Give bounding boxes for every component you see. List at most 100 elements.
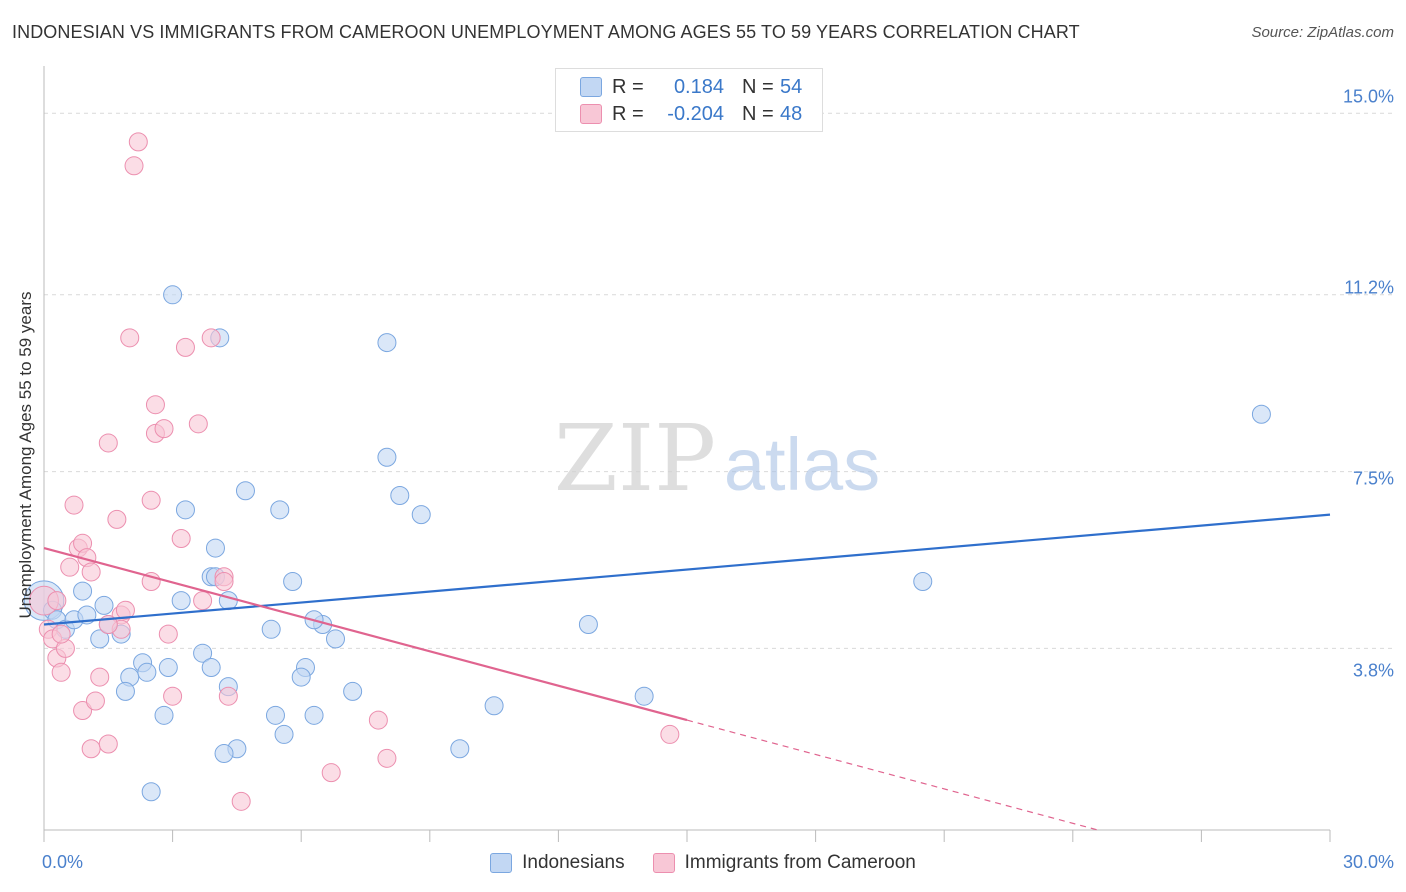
cameroon-point [124,156,144,176]
indonesian-point [94,595,114,615]
legend-item-indonesians[interactable]: Indonesians [490,852,625,874]
indonesian-point [450,739,470,759]
indonesian-point [304,705,324,725]
cameroon-point [51,624,71,644]
indonesian-point [73,581,93,601]
cameroon-point [98,734,118,754]
legend-r-label: R = [612,102,644,125]
indonesian-point [283,572,303,592]
indonesian-point [235,481,255,501]
indonesian-point [193,643,213,663]
cameroon-point [90,667,110,687]
cameroon-point [47,591,67,611]
indonesian-trendline [43,513,1331,626]
indonesian-point [90,629,110,649]
legend-swatch-pink [652,853,675,873]
watermark: ZIP atlas [554,405,880,512]
indonesian-point [270,500,290,520]
cameroon-point [115,600,135,620]
axis-layer [43,66,1331,842]
cameroon-point [98,433,118,453]
watermark-atlas: atlas [724,423,880,506]
cameroon-point [128,132,148,152]
legend-row-indonesians: R = 0.184 N = 54 [580,75,802,99]
indonesian-point [913,572,933,592]
cameroon-point [175,337,195,357]
cameroon-point [107,509,127,529]
series-legend: Indonesians Immigrants from Cameroon [0,852,1406,874]
cameroon-point [145,395,165,415]
indonesian-point [158,658,178,678]
cameroon-point [64,495,84,515]
cameroon-point [120,328,140,348]
cameroon-point [201,328,221,348]
indonesian-point [325,629,345,649]
legend-r-value: -0.204 [667,102,724,125]
cameroon-point [231,791,251,811]
y-tick-label: 7.5% [1352,468,1394,489]
y-tick-label: 3.8% [1352,660,1394,681]
cameroon-trendline-extension [686,719,1098,831]
x-tick-label-max: 30.0% [1342,852,1394,872]
legend-item-cameroon[interactable]: Immigrants from Cameroon [652,852,916,874]
indonesian-point [115,681,135,701]
source-label: Source: ZipAtlas.com [1251,24,1394,41]
indonesian-point [377,333,397,353]
indonesian-point [201,658,221,678]
legend-swatch-blue [490,853,513,873]
legend-n-label: N = [742,102,774,125]
indonesian-point [261,619,281,639]
y-tick-label: 11.2% [1344,277,1394,298]
cameroon-point [163,686,183,706]
cameroon-point [158,624,178,644]
legend-label: Indonesians [522,852,625,873]
legend-n-value: 48 [780,102,803,125]
trend-layer [43,513,1331,831]
legend-row-cameroon: R = -0.204 N = 48 [580,102,802,126]
cameroon-point [60,557,80,577]
cameroon-point [660,724,680,744]
watermark-zip: ZIP [554,405,716,512]
indonesian-point [171,591,191,611]
cameroon-point [171,529,191,549]
legend-label: Immigrants from Cameroon [684,852,916,873]
legend-n-value: 54 [780,75,803,98]
indonesian-point [265,705,285,725]
indonesian-point [377,447,397,467]
indonesian-point [214,744,234,764]
indonesian-point [218,591,238,611]
cameroon-point [81,562,101,582]
legend-r-value: 0.184 [673,75,724,98]
indonesian-point [154,705,174,725]
cameroon-point [85,691,105,711]
cameroon-point [73,701,93,721]
legend-swatch-pink [580,104,602,124]
cameroon-point [368,710,388,730]
indonesian-point [411,505,431,525]
cameroon-point [321,763,341,783]
indonesian-point [291,667,311,687]
indonesian-point [274,724,294,744]
grid-layer [44,112,1392,649]
cameroon-point [188,414,208,434]
legend-r-label: R = [612,75,644,98]
x-tick-label-min: 0.0% [42,852,84,872]
indonesian-point [1251,404,1271,424]
cameroon-point [141,490,161,510]
indonesian-point [163,285,183,305]
indonesian-point [343,681,363,701]
indonesian-point [578,615,598,635]
indonesian-point [484,696,504,716]
cameroon-point [193,591,213,611]
correlation-legend: R = 0.184 N = 54 R = -0.204 N = 48 [555,68,823,132]
indonesian-point [390,486,410,506]
legend-swatch-blue [580,77,602,97]
cameroon-point [377,748,397,768]
cameroon-point [218,686,238,706]
chart-title: INDONESIAN VS IMMIGRANTS FROM CAMEROON U… [12,22,1080,42]
indonesian-point [175,500,195,520]
y-tick-label: 15.0% [1342,86,1394,107]
cameroon-point [154,419,174,439]
cameroon-trendline [43,547,688,722]
